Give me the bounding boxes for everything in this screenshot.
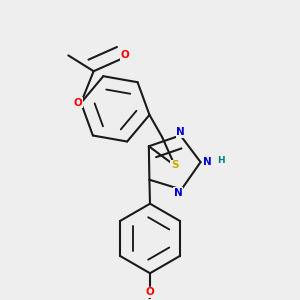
Text: O: O xyxy=(146,287,154,297)
Text: N: N xyxy=(202,157,211,167)
Text: O: O xyxy=(74,98,82,108)
Text: H: H xyxy=(217,156,225,165)
Text: N: N xyxy=(174,188,183,198)
Text: N: N xyxy=(176,127,185,137)
Text: S: S xyxy=(171,160,178,170)
Text: O: O xyxy=(121,50,130,60)
